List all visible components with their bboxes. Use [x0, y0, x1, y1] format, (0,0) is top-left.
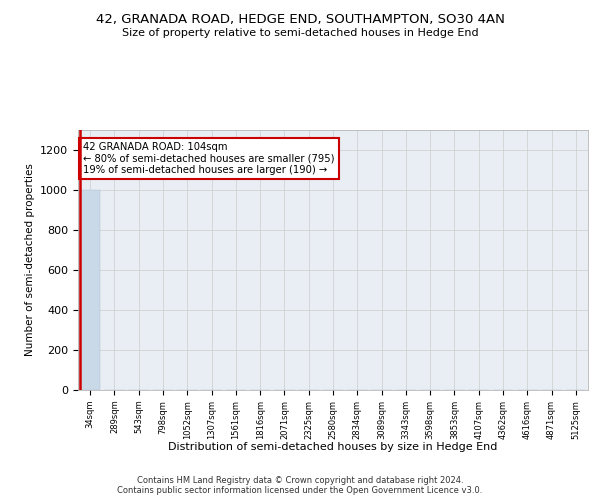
Text: Distribution of semi-detached houses by size in Hedge End: Distribution of semi-detached houses by … [169, 442, 497, 452]
Bar [80, 190, 100, 390]
Text: Size of property relative to semi-detached houses in Hedge End: Size of property relative to semi-detach… [122, 28, 478, 38]
Text: 42 GRANADA ROAD: 104sqm
← 80% of semi-detached houses are smaller (795)
19% of s: 42 GRANADA ROAD: 104sqm ← 80% of semi-de… [83, 142, 335, 175]
Text: Contains HM Land Registry data © Crown copyright and database right 2024.
Contai: Contains HM Land Registry data © Crown c… [118, 476, 482, 495]
Text: 42, GRANADA ROAD, HEDGE END, SOUTHAMPTON, SO30 4AN: 42, GRANADA ROAD, HEDGE END, SOUTHAMPTON… [95, 12, 505, 26]
Y-axis label: Number of semi-detached properties: Number of semi-detached properties [25, 164, 35, 356]
